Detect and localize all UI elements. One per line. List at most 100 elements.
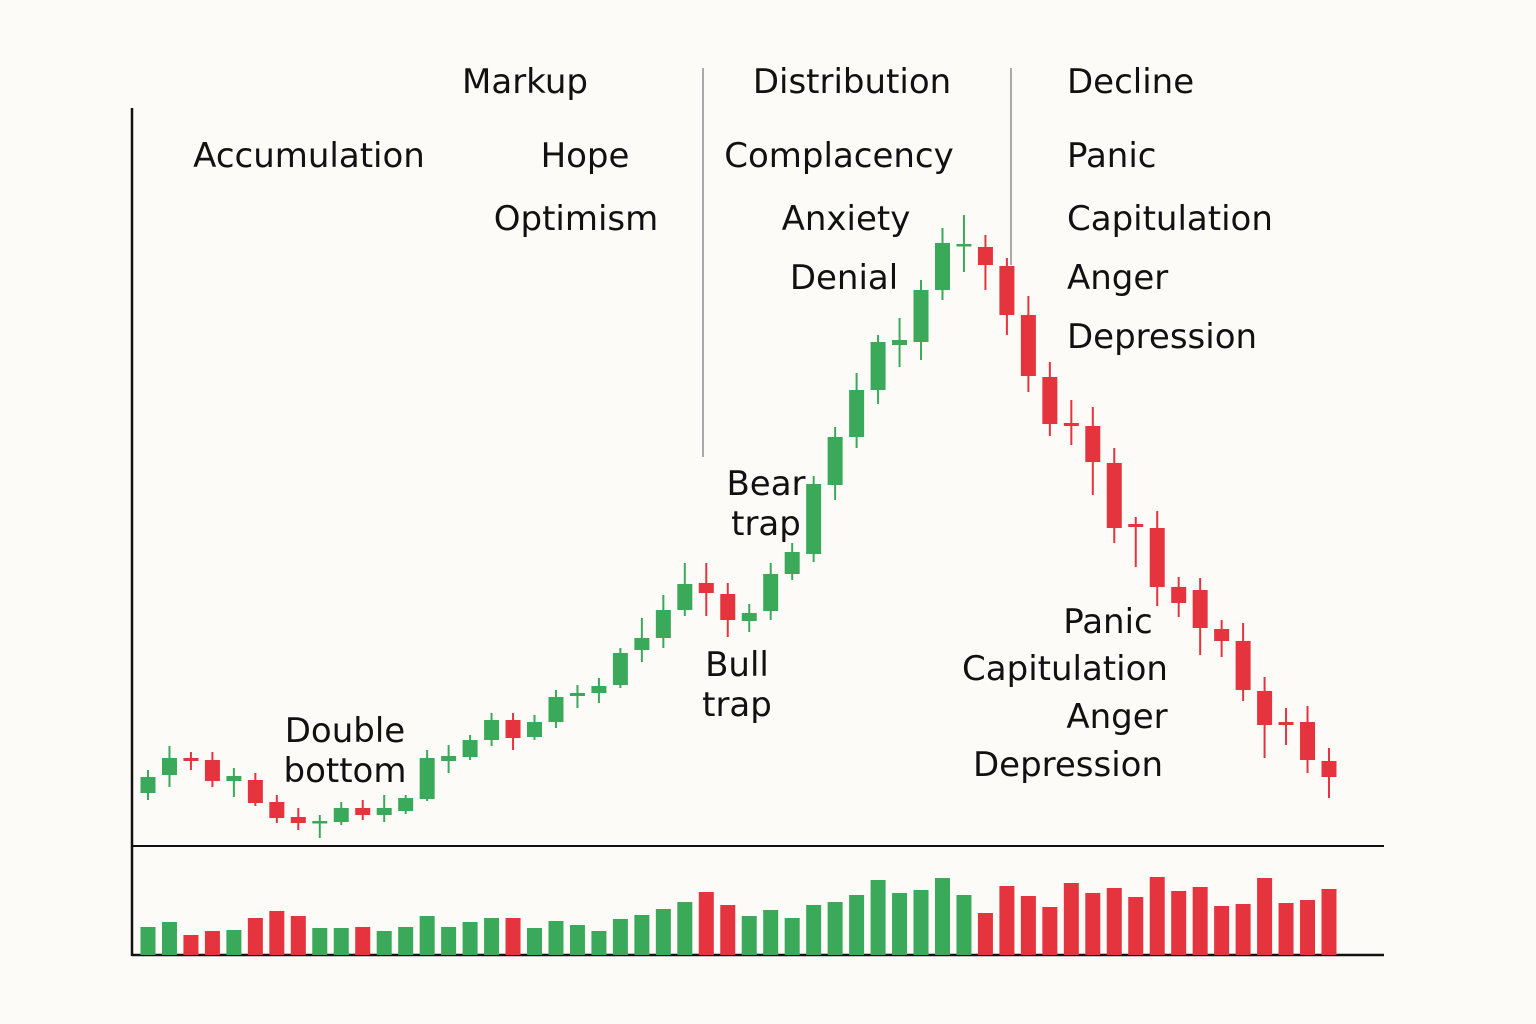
candle-body	[204, 760, 220, 781]
candle-body	[827, 437, 843, 485]
candle-body	[140, 777, 156, 793]
volume-bar	[1257, 878, 1273, 955]
volume-bar	[183, 935, 199, 955]
annotation: Depression	[1067, 317, 1257, 357]
volume-bar	[1128, 897, 1144, 955]
annotation: Bear trap	[726, 464, 805, 544]
volume-bar	[999, 886, 1015, 955]
candle-body	[355, 808, 371, 815]
annotation: Complacency	[724, 136, 954, 176]
volume-bar	[355, 927, 371, 955]
volume-bar	[1300, 900, 1316, 955]
volume-bar	[655, 909, 671, 955]
annotation: Panic	[1067, 136, 1157, 176]
volume-bar	[870, 880, 886, 955]
candle-body	[763, 574, 779, 611]
volume-bar	[419, 916, 435, 955]
volume-bar	[269, 911, 285, 955]
candle-body	[398, 798, 414, 811]
annotation: Markup	[462, 62, 588, 102]
candle-body	[1214, 629, 1230, 641]
annotation: Capitulation	[1067, 199, 1273, 239]
volume-bar	[677, 902, 693, 955]
volume-bar	[763, 910, 779, 955]
volume-bar	[849, 895, 865, 955]
candle-body	[1171, 587, 1187, 603]
candle-body	[849, 390, 865, 437]
candle-body	[870, 342, 886, 390]
volume-bar	[548, 921, 564, 955]
candle-body	[505, 720, 521, 738]
candle-body	[462, 740, 478, 757]
volume-bar	[1106, 888, 1122, 955]
candle-body	[913, 290, 929, 342]
candle-body	[548, 697, 564, 722]
volume-bar	[505, 918, 521, 955]
annotation: Denial	[790, 258, 898, 298]
volume-bar	[741, 916, 757, 955]
volume-bar	[204, 931, 220, 955]
candle-body	[1106, 463, 1122, 528]
candle-body	[1020, 315, 1036, 376]
candle-body	[1257, 691, 1273, 725]
annotation: Panic	[1063, 602, 1153, 642]
candle-body	[312, 821, 328, 824]
annotation: Anxiety	[782, 199, 911, 239]
candle-body	[226, 776, 242, 781]
candle-body	[527, 722, 543, 737]
candle-body	[1149, 528, 1165, 587]
volume-bar	[591, 931, 607, 955]
volume-bar	[312, 928, 328, 955]
candle-body	[569, 693, 585, 696]
volume-bar	[1278, 903, 1294, 955]
candle-body	[591, 686, 607, 693]
volume-bar	[226, 930, 242, 955]
volume-bar	[484, 918, 500, 955]
volume-bar	[161, 922, 177, 955]
candle-body	[741, 613, 757, 621]
volume-bar	[634, 915, 650, 955]
volume-bar	[1085, 893, 1101, 955]
candle-body	[698, 583, 714, 593]
candle-body	[1192, 590, 1208, 628]
candle-body	[269, 802, 285, 818]
volume-bar	[806, 905, 822, 955]
candle-body	[784, 552, 800, 574]
volume-bar	[1321, 889, 1337, 955]
candle-body	[612, 653, 628, 685]
volume-bar	[140, 927, 156, 955]
candle-body	[1321, 761, 1337, 777]
candle-body	[484, 720, 500, 740]
annotation: Hope	[541, 136, 630, 176]
volume-bar	[1214, 906, 1230, 955]
volume-bar	[1020, 896, 1036, 955]
candle-body	[376, 808, 392, 815]
candle-body	[247, 780, 263, 803]
candle-body	[634, 638, 650, 650]
volume-bar	[247, 918, 263, 955]
volume-bar	[569, 925, 585, 955]
candle-body	[441, 756, 457, 761]
volume-bar	[784, 918, 800, 955]
volume-bar	[612, 919, 628, 955]
candle-body	[290, 817, 306, 823]
annotation: Decline	[1067, 62, 1194, 102]
candle-body	[956, 244, 972, 247]
candle-body	[1278, 722, 1294, 725]
candle-body	[977, 247, 993, 265]
candle-body	[1063, 423, 1079, 426]
candle-body	[677, 584, 693, 610]
annotation: Distribution	[753, 62, 951, 102]
candle-body	[183, 758, 199, 761]
volume-bar	[1192, 887, 1208, 955]
volume-bar	[698, 892, 714, 955]
volume-bar	[398, 927, 414, 955]
volume-bar	[956, 895, 972, 955]
candle-body	[419, 758, 435, 799]
annotation: Anger	[1066, 697, 1167, 737]
annotation: Accumulation	[193, 136, 425, 176]
volume-bar	[462, 922, 478, 955]
